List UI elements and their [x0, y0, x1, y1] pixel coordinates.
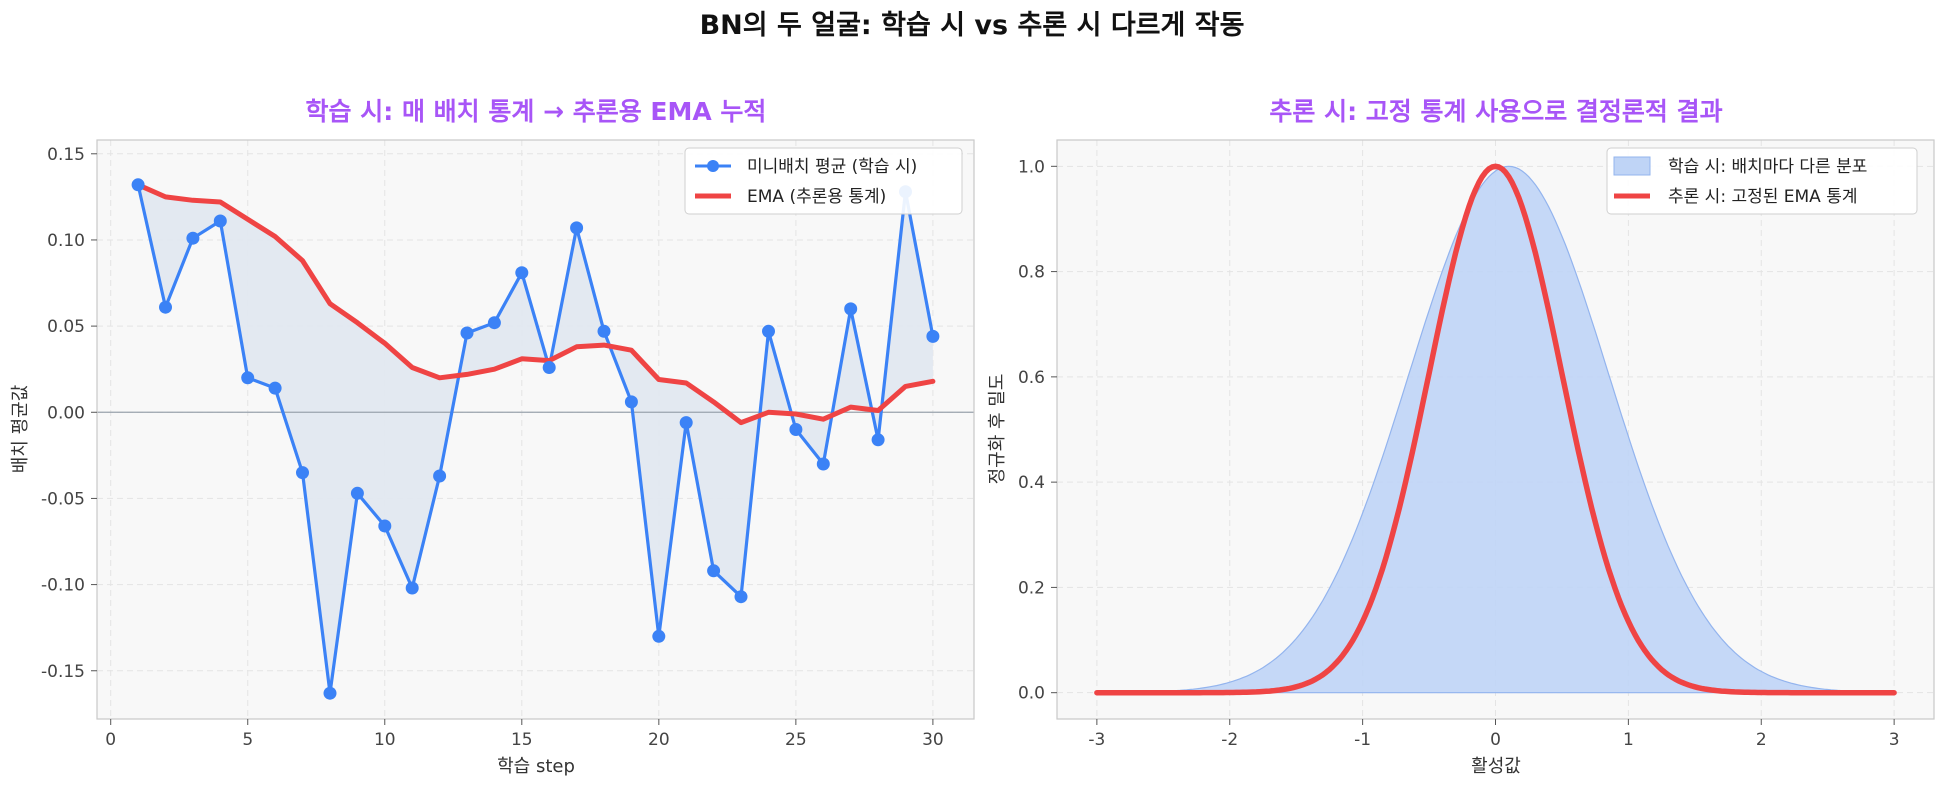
left-ema-line	[135, 182, 936, 426]
right-y-tick-label: 1.0	[1018, 157, 1045, 177]
left-y-tick-label: 0.00	[47, 403, 85, 423]
left-minibatch-point	[186, 231, 200, 245]
right-chart-title: 추론 시: 고정 통계 사용으로 결정론적 결과	[1269, 97, 1722, 126]
right-y-tick-label: 0.2	[1018, 578, 1045, 598]
left-minibatch-point	[652, 629, 666, 643]
left-minibatch-point	[707, 564, 721, 578]
left-axes	[96, 139, 975, 720]
left-y-tick-label: -0.15	[41, 662, 85, 682]
left-minibatch-point	[268, 381, 282, 395]
right-x-tick-label: 0	[1490, 730, 1501, 750]
left-minibatch-point	[378, 519, 392, 533]
right-x-tick-label: -2	[1221, 730, 1238, 750]
left-x-tick-label: 25	[785, 730, 807, 750]
figure-suptitle: BN의 두 얼굴: 학습 시 vs 추론 시 다르게 작동	[700, 10, 1245, 41]
right-y-tick-label: 0.6	[1018, 368, 1045, 388]
left-x-axis-label: 학습 step	[497, 756, 575, 777]
left-minibatch-point	[515, 266, 529, 280]
left-y-axis-label: 배치 평균값	[10, 385, 31, 474]
left-x-ticks: 0 5 10 15 20 25 30	[105, 719, 944, 750]
left-y-tick-label: -0.05	[41, 489, 85, 509]
right-chart-panel: 추론 시: 고정 통계 사용으로 결정론적 결과 -3 -2 -1 0 1 2 3 0.00…	[987, 97, 1935, 777]
left-plot-frame	[96, 139, 975, 720]
right-y-tick-label: 0.4	[1018, 473, 1045, 493]
left-x-tick-label: 30	[922, 730, 944, 750]
left-y-ticks: -0.15 -0.10 -0.05 0.00 0.05 0.10 0.15	[41, 145, 97, 682]
left-chart-panel: 학습 시: 매 배치 통계 → 추론용 EMA 누적 0 5 10 15 20 25 30 …	[10, 97, 975, 777]
right-legend-box	[1606, 147, 1918, 215]
right-x-tick-label: -1	[1354, 730, 1371, 750]
left-legend-minibatch-label: 미니배치 평균 (학습 시)	[747, 157, 917, 177]
left-minibatch-point	[570, 221, 584, 235]
right-training-distribution-fill	[1096, 165, 1895, 694]
left-x-tick-label: 5	[242, 730, 253, 750]
left-legend-box	[684, 147, 963, 215]
left-y-tick-label: -0.10	[41, 576, 85, 596]
left-series-markers	[131, 178, 940, 700]
left-minibatch-point	[762, 324, 775, 338]
right-y-axis-label: 정규화 후 밀도	[987, 374, 1008, 485]
left-x-tick-label: 15	[511, 730, 533, 750]
left-minibatch-point	[816, 457, 830, 471]
right-y-ticks: 0.0 0.2 0.4 0.6 0.8 1.0	[1018, 157, 1057, 704]
left-minibatch-point	[296, 466, 309, 480]
left-fill-between-area	[138, 184, 933, 694]
left-legend-minibatch-marker	[707, 160, 719, 172]
left-deviation-fill	[138, 184, 933, 694]
right-legend-area-swatch	[1613, 156, 1651, 176]
left-minibatch-point	[350, 486, 364, 500]
left-minibatch-point	[542, 361, 556, 374]
right-x-tick-label: 2	[1756, 730, 1767, 750]
left-minibatch-point	[597, 324, 611, 338]
left-y-tick-label: 0.05	[47, 317, 85, 337]
left-chart-title: 학습 시: 매 배치 통계 → 추론용 EMA 누적	[306, 97, 767, 126]
right-legend-inference-label: 추론 시: 고정된 EMA 통계	[1668, 187, 1858, 207]
right-inference-curve	[1094, 163, 1897, 696]
left-legend-ema-label: EMA (추론용 통계)	[747, 187, 886, 207]
left-minibatch-point	[624, 395, 638, 409]
left-minibatch-point	[871, 433, 885, 447]
left-minibatch-point	[131, 178, 145, 192]
left-y-tick-label: 0.15	[47, 145, 85, 165]
left-x-tick-label: 20	[648, 730, 670, 750]
left-minibatch-point	[789, 423, 803, 436]
right-legend-training-label: 학습 시: 배치마다 다른 분포	[1668, 157, 1867, 177]
left-minibatch-point	[734, 590, 748, 604]
right-inference-gaussian-line	[1094, 163, 1897, 696]
right-x-tick-label: 3	[1889, 730, 1900, 750]
left-minibatch-point	[460, 326, 474, 340]
left-y-tick-label: 0.10	[47, 231, 85, 251]
right-y-tick-label: 0.0	[1018, 684, 1045, 704]
left-minibatch-point	[926, 329, 940, 343]
left-minibatch-point	[487, 316, 501, 330]
left-minibatch-point	[159, 300, 172, 314]
left-minibatch-point	[323, 686, 337, 700]
left-legend: 미니배치 평균 (학습 시) EMA (추론용 통계)	[684, 147, 963, 215]
left-minibatch-point	[213, 214, 227, 228]
left-minibatch-point	[241, 371, 255, 385]
left-minibatch-point	[844, 302, 858, 316]
left-x-tick-label: 10	[374, 730, 396, 750]
right-x-tick-label: -3	[1088, 730, 1105, 750]
right-x-axis-label: 활성값	[1471, 756, 1521, 777]
right-training-distribution-area	[1096, 165, 1895, 694]
left-minibatch-point	[433, 469, 447, 483]
left-minibatch-point	[679, 416, 693, 430]
right-legend: 학습 시: 배치마다 다른 분포 추론 시: 고정된 EMA 통계	[1606, 147, 1918, 215]
right-x-ticks: -3 -2 -1 0 1 2 3	[1088, 719, 1900, 750]
left-x-tick-label: 0	[105, 730, 116, 750]
right-y-tick-label: 0.8	[1018, 263, 1045, 283]
left-minibatch-point	[405, 581, 419, 595]
right-x-tick-label: 1	[1623, 730, 1634, 750]
